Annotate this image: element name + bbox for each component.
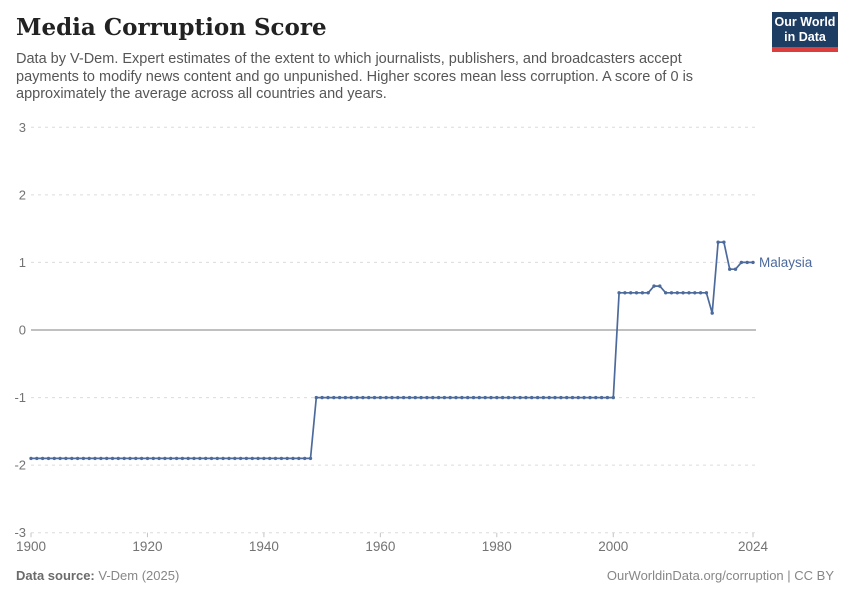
svg-text:2000: 2000 [598,539,628,554]
svg-text:0: 0 [19,323,26,338]
data-source-note: Data source: V-Dem (2025) [16,568,179,583]
x-axis-labels: 1900 1920 1940 1960 1980 2000 2024 [16,532,769,554]
svg-text:-2: -2 [14,458,26,473]
entity-label-malaysia: Malaysia [759,255,813,270]
svg-text:1920: 1920 [132,539,162,554]
data-source-value: V-Dem (2025) [98,568,180,583]
y-axis-labels: -3 -2 -1 0 1 2 3 [14,120,26,540]
chart-line-malaysia [31,241,753,460]
owid-logo-line2: in Data [784,29,826,44]
data-source-label: Data source: [16,568,95,583]
svg-text:3: 3 [19,120,26,135]
svg-text:1940: 1940 [249,539,279,554]
owid-logo[interactable]: Our World in Data [772,12,838,52]
owid-footer-link[interactable]: OurWorldinData.org/corruption | CC BY [606,568,834,583]
chart-subtitle: Data by V-Dem. Expert estimates of the e… [16,51,694,103]
svg-text:1980: 1980 [482,539,512,554]
chart-title: Media Corruption Score [16,14,327,41]
svg-text:1: 1 [19,255,26,270]
svg-text:1960: 1960 [365,539,395,554]
svg-text:1900: 1900 [16,539,46,554]
svg-text:-1: -1 [14,390,26,405]
svg-text:2024: 2024 [738,539,769,554]
y-gridlines [31,126,756,534]
data-points-malaysia [29,240,755,461]
owid-logo-line1: Our World [774,14,836,29]
svg-text:2: 2 [19,187,26,202]
svg-text:-3: -3 [14,525,26,540]
